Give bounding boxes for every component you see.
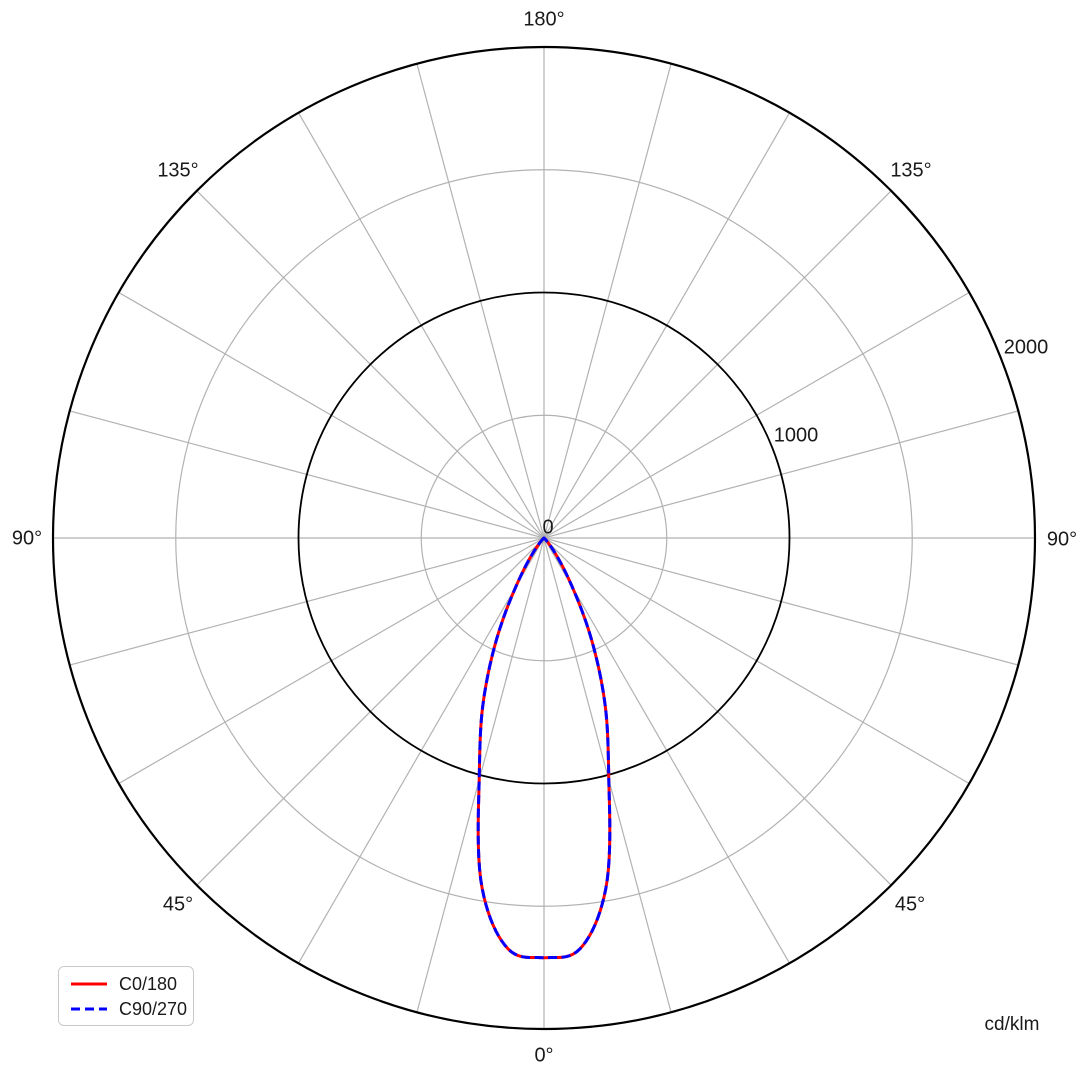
r-tick-label-0: 0 [542,516,554,539]
legend-item-c90-270: C90/270 [70,1000,187,1018]
angle-label-135-right: 135° [890,159,932,182]
r-gridline-circle-1500 [175,169,913,907]
curve-c90-270 [476,536,612,960]
legend-label-c0-180: C0/180 [119,973,178,994]
legend-item-c0-180: C0/180 [70,975,182,993]
legend: C0/180 C90/270 [58,966,194,1026]
r-axis-circle-2000 [51,45,1037,1031]
r-gridline-circle-500 [420,414,668,662]
angle-label-135-left: 135° [157,159,199,182]
legend-dashed-line-icon [71,1007,107,1010]
legend-solid-line-icon [71,982,107,985]
angle-label-180-top: 180° [523,8,565,31]
angle-label-45-right: 45° [894,893,926,916]
legend-label-c90-270: C90/270 [119,998,188,1019]
angle-label-90-left: 90° [11,527,43,550]
angle-label-45-left: 45° [162,893,194,916]
unit-label: cd/klm [984,1014,1040,1035]
angle-label-90-right: 90° [1046,528,1078,551]
r-tick-label-1000: 1000 [773,424,819,447]
r-tick-label-2000: 2000 [1003,336,1049,359]
r-axis-circle-1000 [297,291,791,785]
angle-label-0-bottom: 0° [534,1044,554,1067]
